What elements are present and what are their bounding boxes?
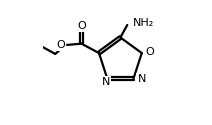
- Text: N: N: [138, 74, 146, 85]
- Text: O: O: [77, 20, 86, 30]
- Text: O: O: [56, 40, 65, 50]
- Text: O: O: [145, 47, 154, 57]
- Text: N: N: [102, 77, 110, 87]
- Text: NH₂: NH₂: [132, 18, 154, 28]
